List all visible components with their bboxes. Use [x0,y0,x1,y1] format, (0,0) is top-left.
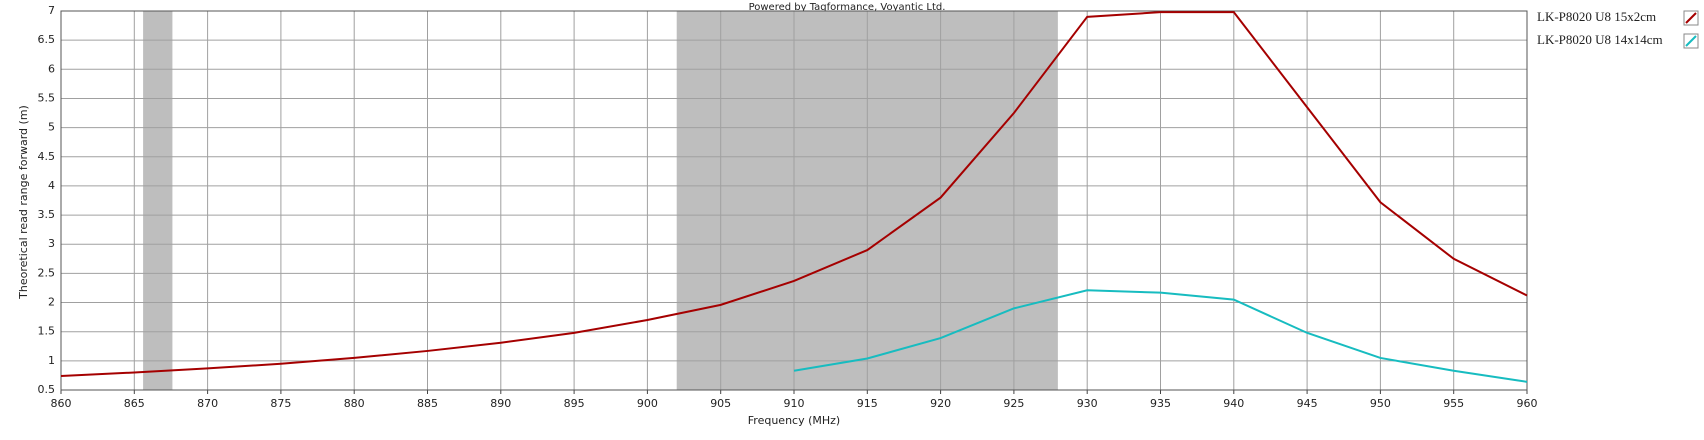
x-tick-label: 960 [1517,397,1538,410]
y-tick-label: 6 [48,62,55,75]
x-tick-label: 860 [51,397,72,410]
y-tick-label: 1 [48,354,55,367]
shaded-band [143,11,173,390]
y-tick-label: 3.5 [38,208,56,221]
x-tick-label: 950 [1370,397,1391,410]
y-tick-label: 4.5 [38,150,56,163]
x-tick-label: 905 [710,397,731,410]
x-tick-label: 945 [1297,397,1318,410]
x-tick-label: 885 [417,397,438,410]
y-tick-label: 5 [48,121,55,134]
x-axis-label: Frequency (MHz) [748,414,840,427]
y-tick-label: 4 [48,179,55,192]
x-tick-label: 940 [1223,397,1244,410]
x-tick-label: 955 [1443,397,1464,410]
x-tick-label: 930 [1077,397,1098,410]
y-tick-label: 2.5 [38,266,56,279]
x-tick-label: 875 [270,397,291,410]
y-tick-label: 1.5 [38,325,56,338]
x-tick-label: 895 [564,397,585,410]
chart-title: Powered by Tagformance, Voyantic Ltd. [749,2,946,13]
x-tick-label: 925 [1003,397,1024,410]
x-tick-label: 910 [784,397,805,410]
x-tick-label: 920 [930,397,951,410]
x-tick-label: 900 [637,397,658,410]
x-tick-label: 870 [197,397,218,410]
y-tick-label: 2 [48,296,55,309]
series-line [793,289,1528,383]
x-tick-label: 890 [490,397,511,410]
y-tick-label: 3 [48,237,55,250]
x-tick-label: 865 [124,397,145,410]
plot-frame [60,10,1528,391]
y-tick-label: 7 [48,4,55,17]
x-tick-label: 880 [344,397,365,410]
y-tick-label: 0.5 [38,383,56,396]
legend-label: LK-P8020 U8 15x2cm [1537,9,1656,24]
y-tick-label: 6.5 [38,33,56,46]
x-tick-label: 915 [857,397,878,410]
y-tick-label: 5.5 [38,91,56,104]
legend-swatch [1685,35,1697,47]
x-tick-label: 935 [1150,397,1171,410]
legend-swatch [1685,12,1697,24]
series-line [60,11,1528,378]
legend-label: LK-P8020 U8 14x14cm [1537,32,1663,47]
y-axis-label: Theoretical read range forward (m) [17,105,30,300]
